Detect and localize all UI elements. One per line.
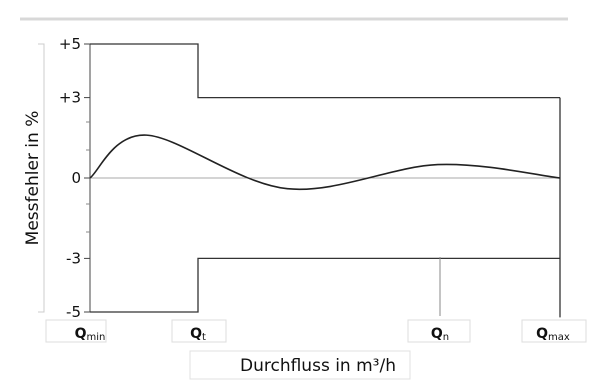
x-label-box (189, 350, 411, 380)
y-tick-label: 0 (71, 169, 81, 187)
x-tick-box (171, 319, 227, 343)
x-tick-label-qt: Qt (190, 326, 206, 343)
y-tick-label: -3 (66, 249, 81, 267)
y-tick-label: +3 (59, 89, 81, 107)
tolerance-upper-line (90, 43, 560, 99)
x-axis-label: Durchfluss in m³/h (240, 356, 396, 376)
x-tick-box (521, 319, 587, 343)
y-tick-labels: +5 +3 0 -3 -5 (59, 35, 90, 321)
x-tick-label-qmin: Qmin (75, 326, 106, 343)
x-tick-box (45, 319, 107, 343)
x-tick-label-qmax: Qmax (536, 326, 570, 343)
tolerance-lower-line (90, 257, 560, 313)
y-axis-label: Messfehler in % (23, 111, 43, 246)
x-tick-labels: Qmin Qt Qn Qmax (45, 319, 587, 343)
x-tick-label-qn: Qn (431, 326, 449, 343)
error-curve (89, 134, 561, 191)
y-tick-label: +5 (59, 35, 81, 53)
y-tick-label: -5 (66, 303, 81, 321)
y-minor-ticks (86, 121, 90, 233)
x-tick-box (407, 319, 471, 343)
y-label-bracket (38, 43, 45, 313)
